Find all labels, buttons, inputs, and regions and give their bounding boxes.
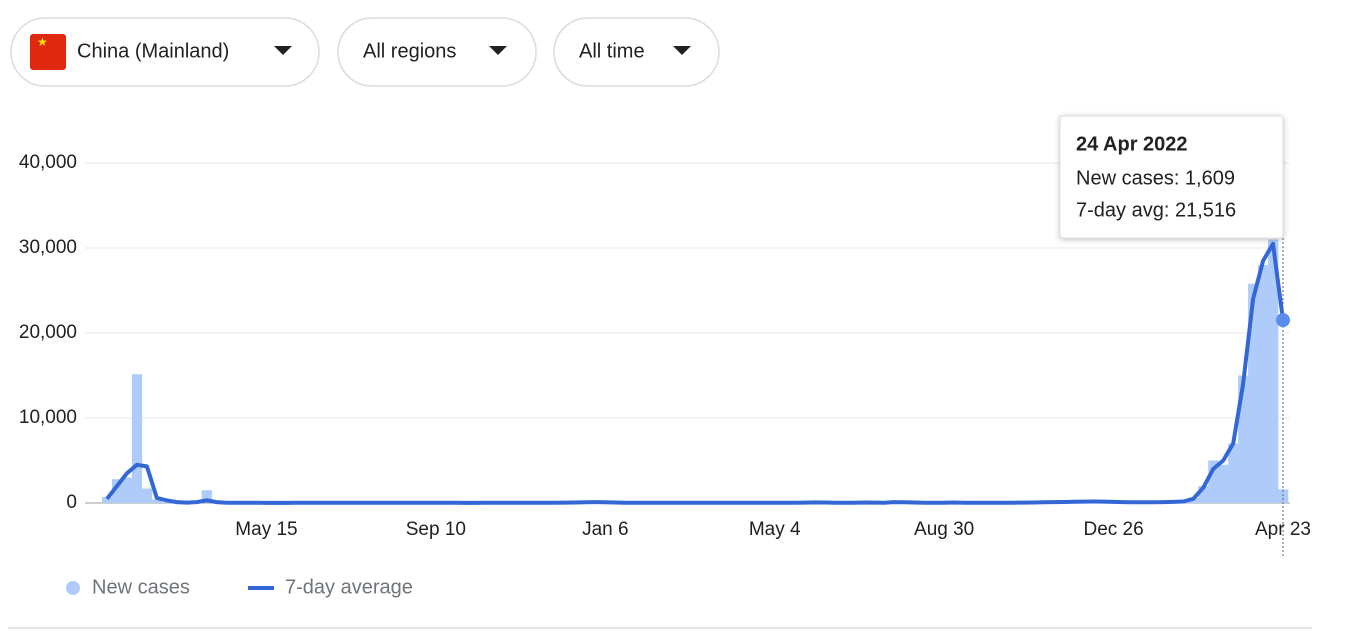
legend-label: 7-day average <box>285 576 413 598</box>
tooltip-line: 7-day avg: 21,516 <box>1076 199 1236 221</box>
bar <box>122 478 132 504</box>
flag-star: ★ <box>37 35 48 49</box>
x-tick-label: May 4 <box>749 519 801 540</box>
x-tick-label: Aug 30 <box>914 519 974 540</box>
bar <box>142 489 152 503</box>
bar <box>1218 465 1228 503</box>
filter-label: China (Mainland) <box>77 40 229 62</box>
y-tick-label: 30,000 <box>19 237 77 258</box>
y-tick-label: 40,000 <box>19 152 77 173</box>
x-tick-label: May 15 <box>235 519 297 540</box>
average-line <box>107 244 1283 503</box>
filter[interactable]: All time <box>554 18 719 86</box>
x-tick-label: Dec 26 <box>1083 519 1143 540</box>
tooltip-date: 24 Apr 2022 <box>1076 133 1188 155</box>
bar <box>1258 265 1268 503</box>
filter[interactable]: ★ China (Mainland) <box>11 18 319 86</box>
y-tick-label: 20,000 <box>19 322 77 343</box>
bar <box>132 374 142 503</box>
legend-swatch <box>66 581 80 595</box>
y-tick-label: 10,000 <box>19 407 77 428</box>
tooltip-line: New cases: 1,609 <box>1076 167 1235 189</box>
legend: New cases 7-day average <box>66 576 413 598</box>
flag-icon <box>30 34 66 70</box>
filter[interactable]: All regions <box>338 18 536 86</box>
legend-label: New cases <box>92 576 190 598</box>
tooltip: 24 Apr 2022 New cases: 1,609 7-day avg: 21… <box>1060 116 1283 238</box>
x-tick-label: Jan 6 <box>582 519 628 540</box>
y-tick-label: 0 <box>66 492 77 513</box>
filter-label: All regions <box>363 40 456 62</box>
filter-label: All time <box>579 40 645 62</box>
x-tick-label: Sep 10 <box>406 519 466 540</box>
hover-dot <box>1276 313 1290 327</box>
